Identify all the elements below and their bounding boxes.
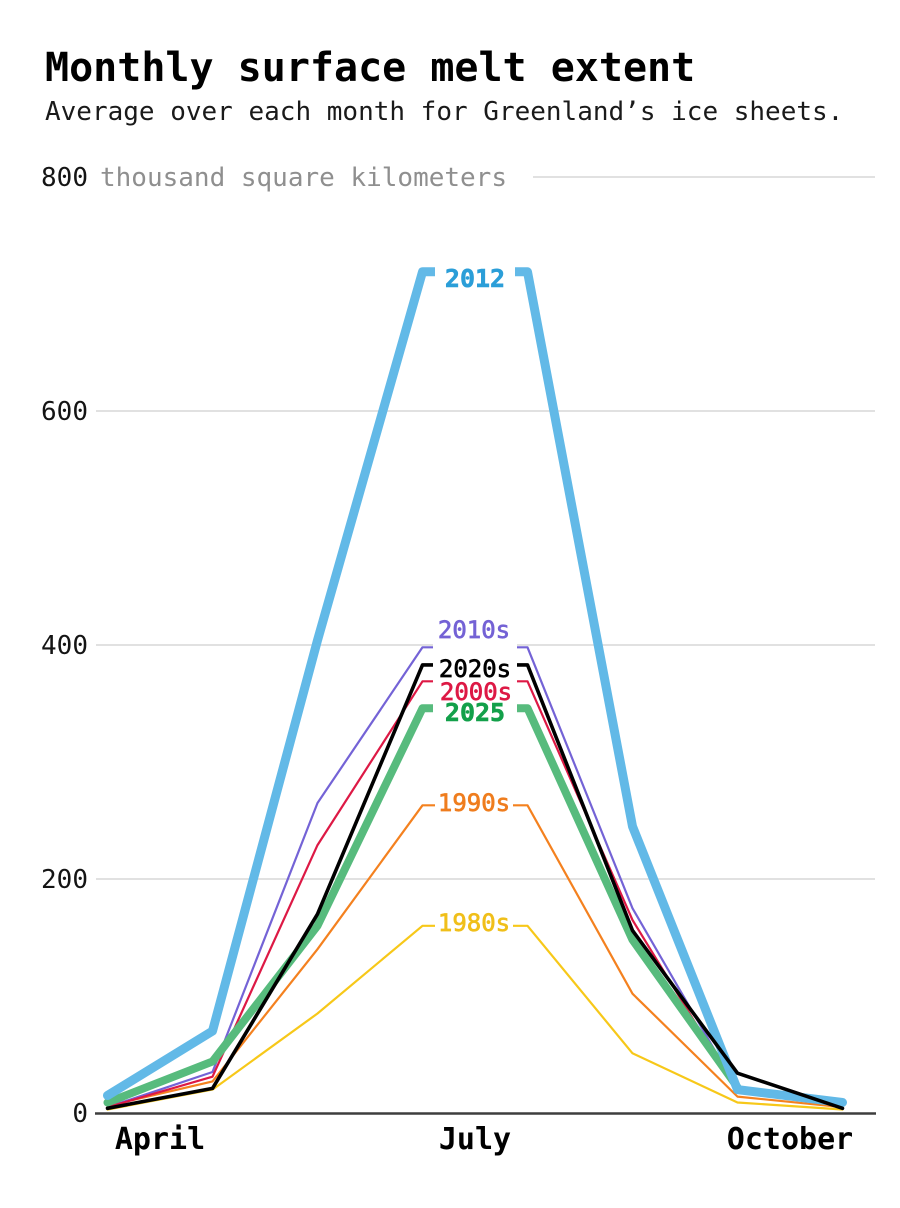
series-line-2020s (105, 663, 845, 1111)
label-halo-mask-1990s (435, 788, 513, 817)
series-line-2000s (106, 680, 844, 1109)
series-label-halo-1980s: 1980s (438, 909, 510, 937)
series-line-1990s (106, 804, 844, 1109)
series-labels-group: 1980s1990s2010s2000s202520122020s1980s19… (434, 261, 515, 941)
y-axis-top-tick-label: 800 (41, 163, 88, 193)
series-label-halo-2000s: 2000s (440, 678, 512, 706)
y-tick-labels-group: 0 200 400 600 (41, 397, 88, 1129)
series-label-1990s: 1990s (438, 789, 510, 817)
series-label-halo-2020s: 2020s (439, 655, 511, 683)
series-label-2010s: 2010s (438, 616, 510, 644)
series-line-2025 (103, 704, 742, 1107)
x-tick-label-april: April (115, 1122, 205, 1157)
series-label-halo-2025: 2025 (445, 698, 505, 727)
y-tick-label-0: 0 (72, 1099, 88, 1129)
series-label-halo-2010s: 2010s (438, 616, 510, 644)
chart-subtitle: Average over each month for Greenland’s … (45, 97, 843, 127)
label-halo-mask-stacked-decades (433, 615, 517, 728)
series-label-1980s: 1980s (438, 909, 510, 937)
y-tick-label-400: 400 (41, 631, 88, 661)
series-label-2020s: 2020s (439, 655, 511, 683)
x-tick-label-october: October (727, 1122, 853, 1157)
series-label-2025: 2025 (445, 698, 505, 727)
x-tick-labels-group: April July October (115, 1122, 853, 1157)
series-label-2012: 2012 (445, 264, 505, 293)
series-label-halo-2012: 2012 (445, 264, 505, 293)
y-tick-label-200: 200 (41, 865, 88, 895)
x-tick-label-july: July (439, 1122, 511, 1157)
series-label-masks-group (433, 255, 517, 937)
y-axis-unit-label: thousand square kilometers (100, 163, 507, 193)
chart-title: Monthly surface melt extent (45, 45, 695, 91)
y-tick-label-600: 600 (41, 397, 88, 427)
series-label-2000s: 2000s (440, 678, 512, 706)
series-label-halo-1990s: 1990s (438, 789, 510, 817)
label-halo-mask-2012 (435, 255, 515, 292)
label-halo-mask-1980s (435, 908, 513, 937)
